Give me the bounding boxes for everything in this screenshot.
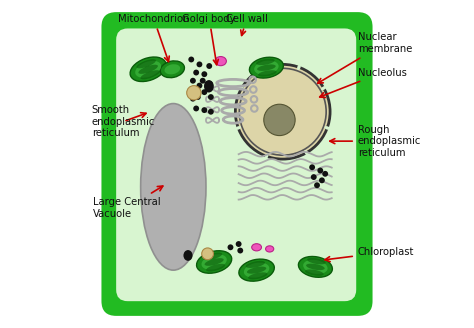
Circle shape — [206, 63, 212, 69]
Circle shape — [197, 61, 202, 67]
Circle shape — [201, 107, 207, 113]
Ellipse shape — [265, 246, 274, 252]
Circle shape — [208, 109, 214, 115]
Ellipse shape — [297, 64, 301, 70]
Text: Mitochondrion: Mitochondrion — [118, 14, 190, 62]
Circle shape — [236, 64, 330, 159]
FancyBboxPatch shape — [101, 12, 373, 316]
Circle shape — [187, 86, 201, 100]
Circle shape — [193, 106, 199, 112]
Ellipse shape — [138, 65, 158, 74]
Ellipse shape — [183, 250, 192, 261]
Circle shape — [188, 56, 194, 62]
Ellipse shape — [130, 57, 166, 82]
Ellipse shape — [164, 64, 180, 74]
Ellipse shape — [307, 258, 326, 264]
Text: Large Central
Vacuole: Large Central Vacuole — [93, 186, 163, 219]
Text: Nuclear
membrane: Nuclear membrane — [318, 32, 412, 83]
Ellipse shape — [304, 150, 309, 155]
Ellipse shape — [306, 264, 325, 270]
Ellipse shape — [206, 264, 225, 272]
Circle shape — [195, 94, 201, 100]
Circle shape — [208, 94, 214, 100]
Ellipse shape — [324, 126, 330, 130]
Ellipse shape — [303, 260, 328, 274]
Ellipse shape — [248, 272, 267, 279]
FancyBboxPatch shape — [116, 29, 356, 301]
Circle shape — [197, 83, 202, 89]
Ellipse shape — [254, 61, 279, 75]
Ellipse shape — [205, 258, 224, 266]
Circle shape — [264, 104, 295, 135]
Circle shape — [318, 168, 323, 174]
Circle shape — [202, 248, 213, 260]
Ellipse shape — [246, 261, 265, 268]
Circle shape — [309, 164, 315, 170]
Circle shape — [228, 244, 233, 250]
Ellipse shape — [239, 86, 245, 90]
Ellipse shape — [160, 61, 184, 78]
Ellipse shape — [321, 86, 327, 90]
Text: Golgi body: Golgi body — [182, 14, 236, 65]
Ellipse shape — [239, 259, 274, 281]
Text: Cell wall: Cell wall — [226, 14, 268, 35]
Ellipse shape — [258, 70, 277, 77]
Ellipse shape — [137, 59, 156, 68]
Circle shape — [188, 88, 194, 93]
Text: Chloroplast: Chloroplast — [325, 247, 414, 262]
Circle shape — [190, 96, 196, 102]
Circle shape — [201, 71, 207, 77]
Text: Smooth
endoplasmic
reticulum: Smooth endoplasmic reticulum — [91, 105, 155, 138]
Ellipse shape — [249, 57, 283, 78]
Ellipse shape — [264, 64, 268, 70]
Ellipse shape — [264, 154, 268, 159]
Circle shape — [200, 78, 206, 84]
Ellipse shape — [141, 104, 206, 270]
Ellipse shape — [201, 254, 227, 270]
Text: Rough
endoplasmic
reticulum: Rough endoplasmic reticulum — [330, 125, 421, 158]
Ellipse shape — [305, 269, 324, 276]
Ellipse shape — [140, 70, 160, 79]
Circle shape — [322, 171, 328, 177]
Ellipse shape — [247, 267, 266, 274]
Circle shape — [193, 70, 199, 75]
Circle shape — [207, 81, 213, 87]
Ellipse shape — [252, 244, 262, 251]
Circle shape — [319, 177, 325, 183]
Circle shape — [201, 89, 207, 95]
Text: Nucleolus: Nucleolus — [319, 68, 407, 97]
Ellipse shape — [204, 80, 214, 92]
Ellipse shape — [197, 251, 232, 273]
Ellipse shape — [135, 61, 161, 78]
Ellipse shape — [244, 263, 269, 278]
Ellipse shape — [256, 59, 274, 65]
Circle shape — [237, 248, 243, 254]
Circle shape — [190, 78, 196, 84]
Ellipse shape — [203, 253, 222, 260]
Circle shape — [314, 182, 320, 188]
Ellipse shape — [257, 64, 276, 71]
Circle shape — [236, 241, 242, 247]
Circle shape — [205, 81, 210, 87]
Ellipse shape — [236, 126, 241, 130]
Circle shape — [311, 174, 317, 180]
Ellipse shape — [215, 56, 227, 66]
Ellipse shape — [299, 256, 332, 277]
